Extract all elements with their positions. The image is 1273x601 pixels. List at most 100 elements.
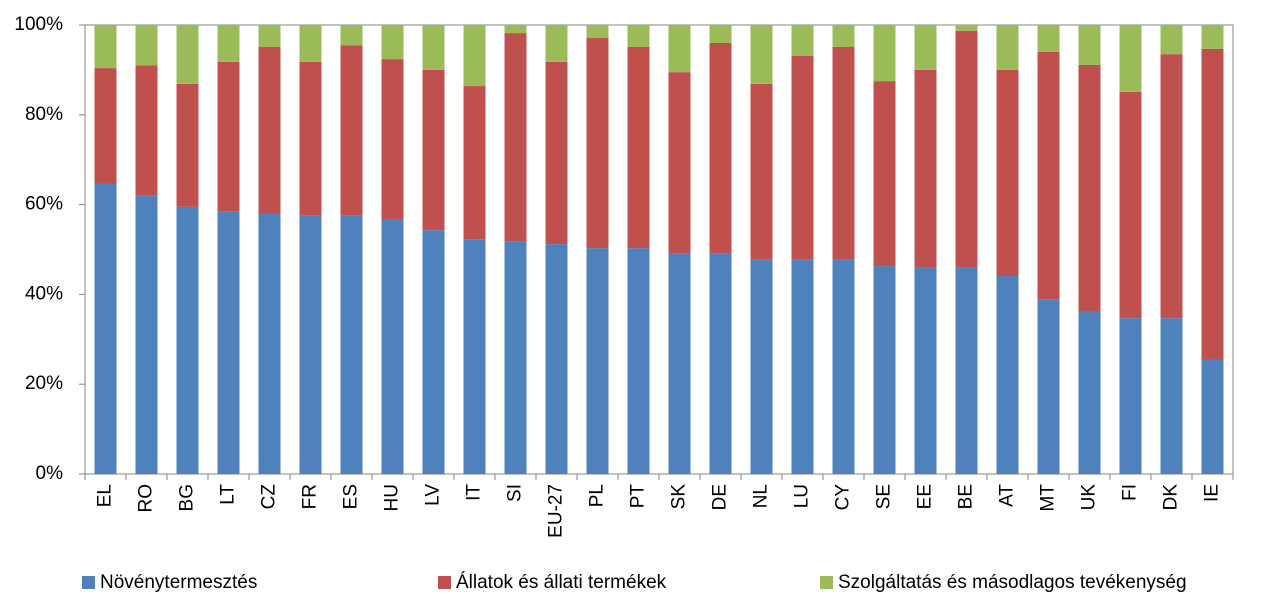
bar-segment <box>791 25 814 56</box>
bar-segment <box>135 195 158 474</box>
y-tick-label: 20% <box>25 373 63 394</box>
bar-segment <box>955 25 978 31</box>
bar-segment <box>996 69 1019 276</box>
bar-segment <box>217 61 240 212</box>
x-tick-label: BE <box>956 484 977 509</box>
x-tick-label: RO <box>136 484 157 513</box>
bar-segment <box>340 45 363 216</box>
bar-segment <box>873 266 896 474</box>
bar-segment <box>1160 25 1183 55</box>
bar-segment <box>299 25 322 62</box>
bar-segment <box>832 25 855 48</box>
bar-segment <box>258 47 281 215</box>
x-tick-label: EL <box>95 484 116 507</box>
plot-frame <box>84 24 1234 475</box>
bar-segment <box>832 47 855 260</box>
x-tick-label: SK <box>669 484 690 510</box>
bar-segment <box>463 86 486 240</box>
bar-segment <box>627 248 650 474</box>
bar-segment <box>1201 25 1224 49</box>
bar-segment <box>463 239 486 474</box>
x-tick-label: PL <box>587 484 608 507</box>
x-tick-label: PT <box>628 484 649 509</box>
y-tick-label: 100% <box>14 14 63 35</box>
x-tick-label: ES <box>341 484 362 509</box>
bar-segment <box>1119 91 1142 319</box>
bar-segment <box>914 69 937 268</box>
x-tick-label: EU-27 <box>546 484 567 538</box>
x-tick-label: IE <box>1202 484 1223 502</box>
bar-segment <box>176 25 199 84</box>
bar-segment <box>709 42 732 254</box>
bar-segment <box>299 61 322 216</box>
x-tick-label: EE <box>915 484 936 509</box>
legend-label: Növénytermesztés <box>100 572 257 593</box>
legend-swatch <box>82 576 95 589</box>
bar-segment <box>1160 318 1183 474</box>
x-tick-label: CY <box>833 484 854 511</box>
bar-segment <box>217 211 240 474</box>
bar-segment <box>668 253 691 474</box>
bar-segment <box>94 68 117 184</box>
bar-segment <box>1119 318 1142 474</box>
y-tick-label: 60% <box>25 194 63 215</box>
bar-segment <box>996 25 1019 70</box>
bar-segment <box>258 25 281 48</box>
x-tick-label: SE <box>874 484 895 509</box>
bar-segment <box>299 215 322 474</box>
y-tick-label: 80% <box>25 104 63 125</box>
bar-segment <box>258 214 281 475</box>
bar-segment <box>94 25 117 69</box>
x-tick-label: DE <box>710 484 731 510</box>
bar-segment <box>94 183 117 475</box>
bar-segment <box>1037 51 1060 300</box>
bar-segment <box>668 72 691 254</box>
bar-segment <box>996 275 1019 474</box>
bar-segment <box>545 61 568 245</box>
bar-segment <box>586 38 609 249</box>
bar-segment <box>955 267 978 474</box>
bar-segment <box>709 253 732 474</box>
x-tick-label: FR <box>300 484 321 509</box>
bar-segment <box>135 25 158 66</box>
bar-segment <box>422 69 445 231</box>
bar-segment <box>791 55 814 260</box>
x-tick-label: BG <box>177 484 198 511</box>
bar-segment <box>1037 25 1060 52</box>
bar-segment <box>340 25 363 46</box>
bar-segment <box>955 30 978 268</box>
x-tick-label: AT <box>997 484 1018 507</box>
bar-segment <box>914 25 937 70</box>
bar-segment <box>135 65 158 196</box>
x-tick-label: HU <box>382 484 403 511</box>
bar-segment <box>668 25 691 73</box>
bar-segment <box>627 47 650 249</box>
bar-segment <box>1037 299 1060 474</box>
x-tick-label: CZ <box>259 484 280 510</box>
x-tick-label: NL <box>751 484 772 508</box>
bar-segment <box>422 230 445 474</box>
bar-segment <box>873 81 896 267</box>
y-tick-label: 0% <box>36 463 64 484</box>
legend-swatch <box>438 576 451 589</box>
bar-segment <box>709 25 732 43</box>
x-tick-label: LV <box>423 484 444 506</box>
bar-segment <box>914 267 937 474</box>
x-tick-label: FI <box>1120 484 1141 501</box>
x-tick-label: IT <box>464 484 485 501</box>
bar-segment <box>381 59 404 219</box>
bar-segment <box>586 25 609 39</box>
bar-segment <box>750 25 773 84</box>
bar-segment <box>750 83 773 260</box>
bar-segment <box>1160 54 1183 319</box>
bar-segment <box>381 218 404 474</box>
bar-segment <box>381 25 404 60</box>
bar-segment <box>463 25 486 87</box>
bar-segment <box>1201 359 1224 474</box>
bar-segment <box>504 25 527 34</box>
bar-segment <box>422 25 445 70</box>
bar-segment <box>545 244 568 474</box>
bar-segment <box>1078 25 1101 65</box>
bar-segment <box>791 259 814 474</box>
